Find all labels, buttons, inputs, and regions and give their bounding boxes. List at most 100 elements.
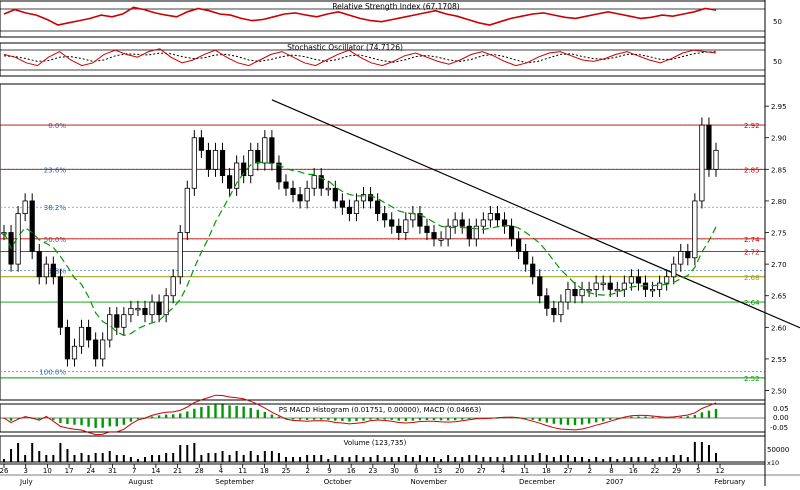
volume-bar [115,455,118,462]
candle-body [403,219,409,233]
volume-tick: 50000 [767,446,789,454]
price-level-label-1: 2.85 [744,166,760,174]
candle-body [600,282,606,285]
month-label-5: December [519,478,555,486]
volume-bar [94,453,97,462]
candle-body [438,238,444,241]
volume-bar [24,455,27,462]
candle-body [628,276,635,284]
volume-bar [52,455,55,462]
candle-body [621,282,627,290]
time-tick-26: 27 [564,467,573,475]
candle-body [713,149,719,170]
volume-bar [158,455,161,462]
candle-body [685,251,691,259]
time-tick-5: 31 [108,467,117,475]
candles [1,117,719,367]
time-tick-19: 6 [414,467,419,475]
macd-bar [432,418,436,421]
volume-bar [362,457,365,462]
time-tick-6: 7 [132,467,136,475]
volume-bar [489,457,492,462]
candle-body [508,225,515,240]
macd-bar [298,418,302,420]
price-tick-5: 2.70 [771,261,787,269]
macd-bar [637,416,640,418]
macd-bar [418,418,422,421]
price-tick-7: 2.60 [771,324,787,332]
time-tick-17: 23 [368,467,377,475]
volume-bar [658,457,661,462]
macd-panel: PS MACD Histogram (0.01751, 0.00000), MA… [0,394,789,436]
volume-bar [510,455,513,462]
stoch-title: Stochastic Oscillator (74.7126) [287,43,403,52]
macd-bar [700,412,704,418]
volume-bar [609,457,612,462]
fib-label-2: 38.2% [44,204,67,212]
macd-bar [249,407,252,418]
price-tick-1: 2.90 [771,135,787,143]
macd-bar [468,418,471,420]
candle-body [593,282,599,290]
candle-body [283,181,289,189]
volume-bar [242,455,245,462]
volume-bar [284,457,287,462]
macd-bar [461,418,464,420]
candle-body [537,276,543,297]
candle-body [459,219,465,227]
candle-body [678,251,684,265]
month-label-2: September [215,478,254,486]
candle-body [64,326,71,360]
time-tick-14: 2 [306,467,310,475]
candle-body [516,238,522,252]
stochastic-panel: Stochastic Oscillator (74.7126) 50 [0,42,782,77]
volume-bar [235,451,238,462]
macd-bar [453,418,457,421]
volume-bar [299,457,302,462]
candle-body [262,137,268,164]
macd-bar [214,404,217,418]
volume-bar [108,451,111,462]
volume-bar [186,445,189,462]
candle-body [417,213,423,227]
macd-bar [221,404,224,418]
candle-body [142,307,148,316]
macd-bar [404,418,408,422]
time-tick-29: 16 [629,467,638,475]
candle-body [445,225,451,240]
macd-bar [193,408,196,418]
time-tick-25: 18 [542,467,551,475]
volume-bar [686,457,689,462]
candle-body [78,326,85,347]
time-tick-30: 22 [650,467,659,475]
macd-bar [665,417,668,419]
volume-bar [517,455,520,462]
candle-body [234,162,240,189]
macd-bar [545,418,549,423]
fibonacci-lines: 0.0%23.6%38.2%50.0%61.8%100.0% [0,122,765,377]
price-level-label-6: 2.52 [744,375,760,383]
volume-bar [390,457,393,462]
macd-bar [517,417,520,419]
volume-bar [700,442,703,462]
macd-bar [616,418,619,419]
volume-bar [31,443,34,462]
month-label-3: October [324,478,352,486]
volume-bar [320,455,323,462]
volume-bar [397,457,400,462]
macd-bar [284,418,288,419]
volume-bar [461,457,464,462]
macd-tick-neg: -0.05 [770,424,788,432]
macd-bar [305,418,309,420]
time-tick-12: 18 [260,467,269,475]
volume-bar [538,453,541,462]
macd-bar [94,418,97,428]
macd-bar [59,418,62,424]
month-label-0: July [19,478,33,486]
volume-bar [581,457,584,462]
time-tick-21: 20 [455,467,464,475]
candle-body [565,288,571,303]
candle-body [212,149,219,170]
rsi-title: Relative Strength Index (67.1708) [332,2,459,11]
volume-bar [129,457,132,462]
